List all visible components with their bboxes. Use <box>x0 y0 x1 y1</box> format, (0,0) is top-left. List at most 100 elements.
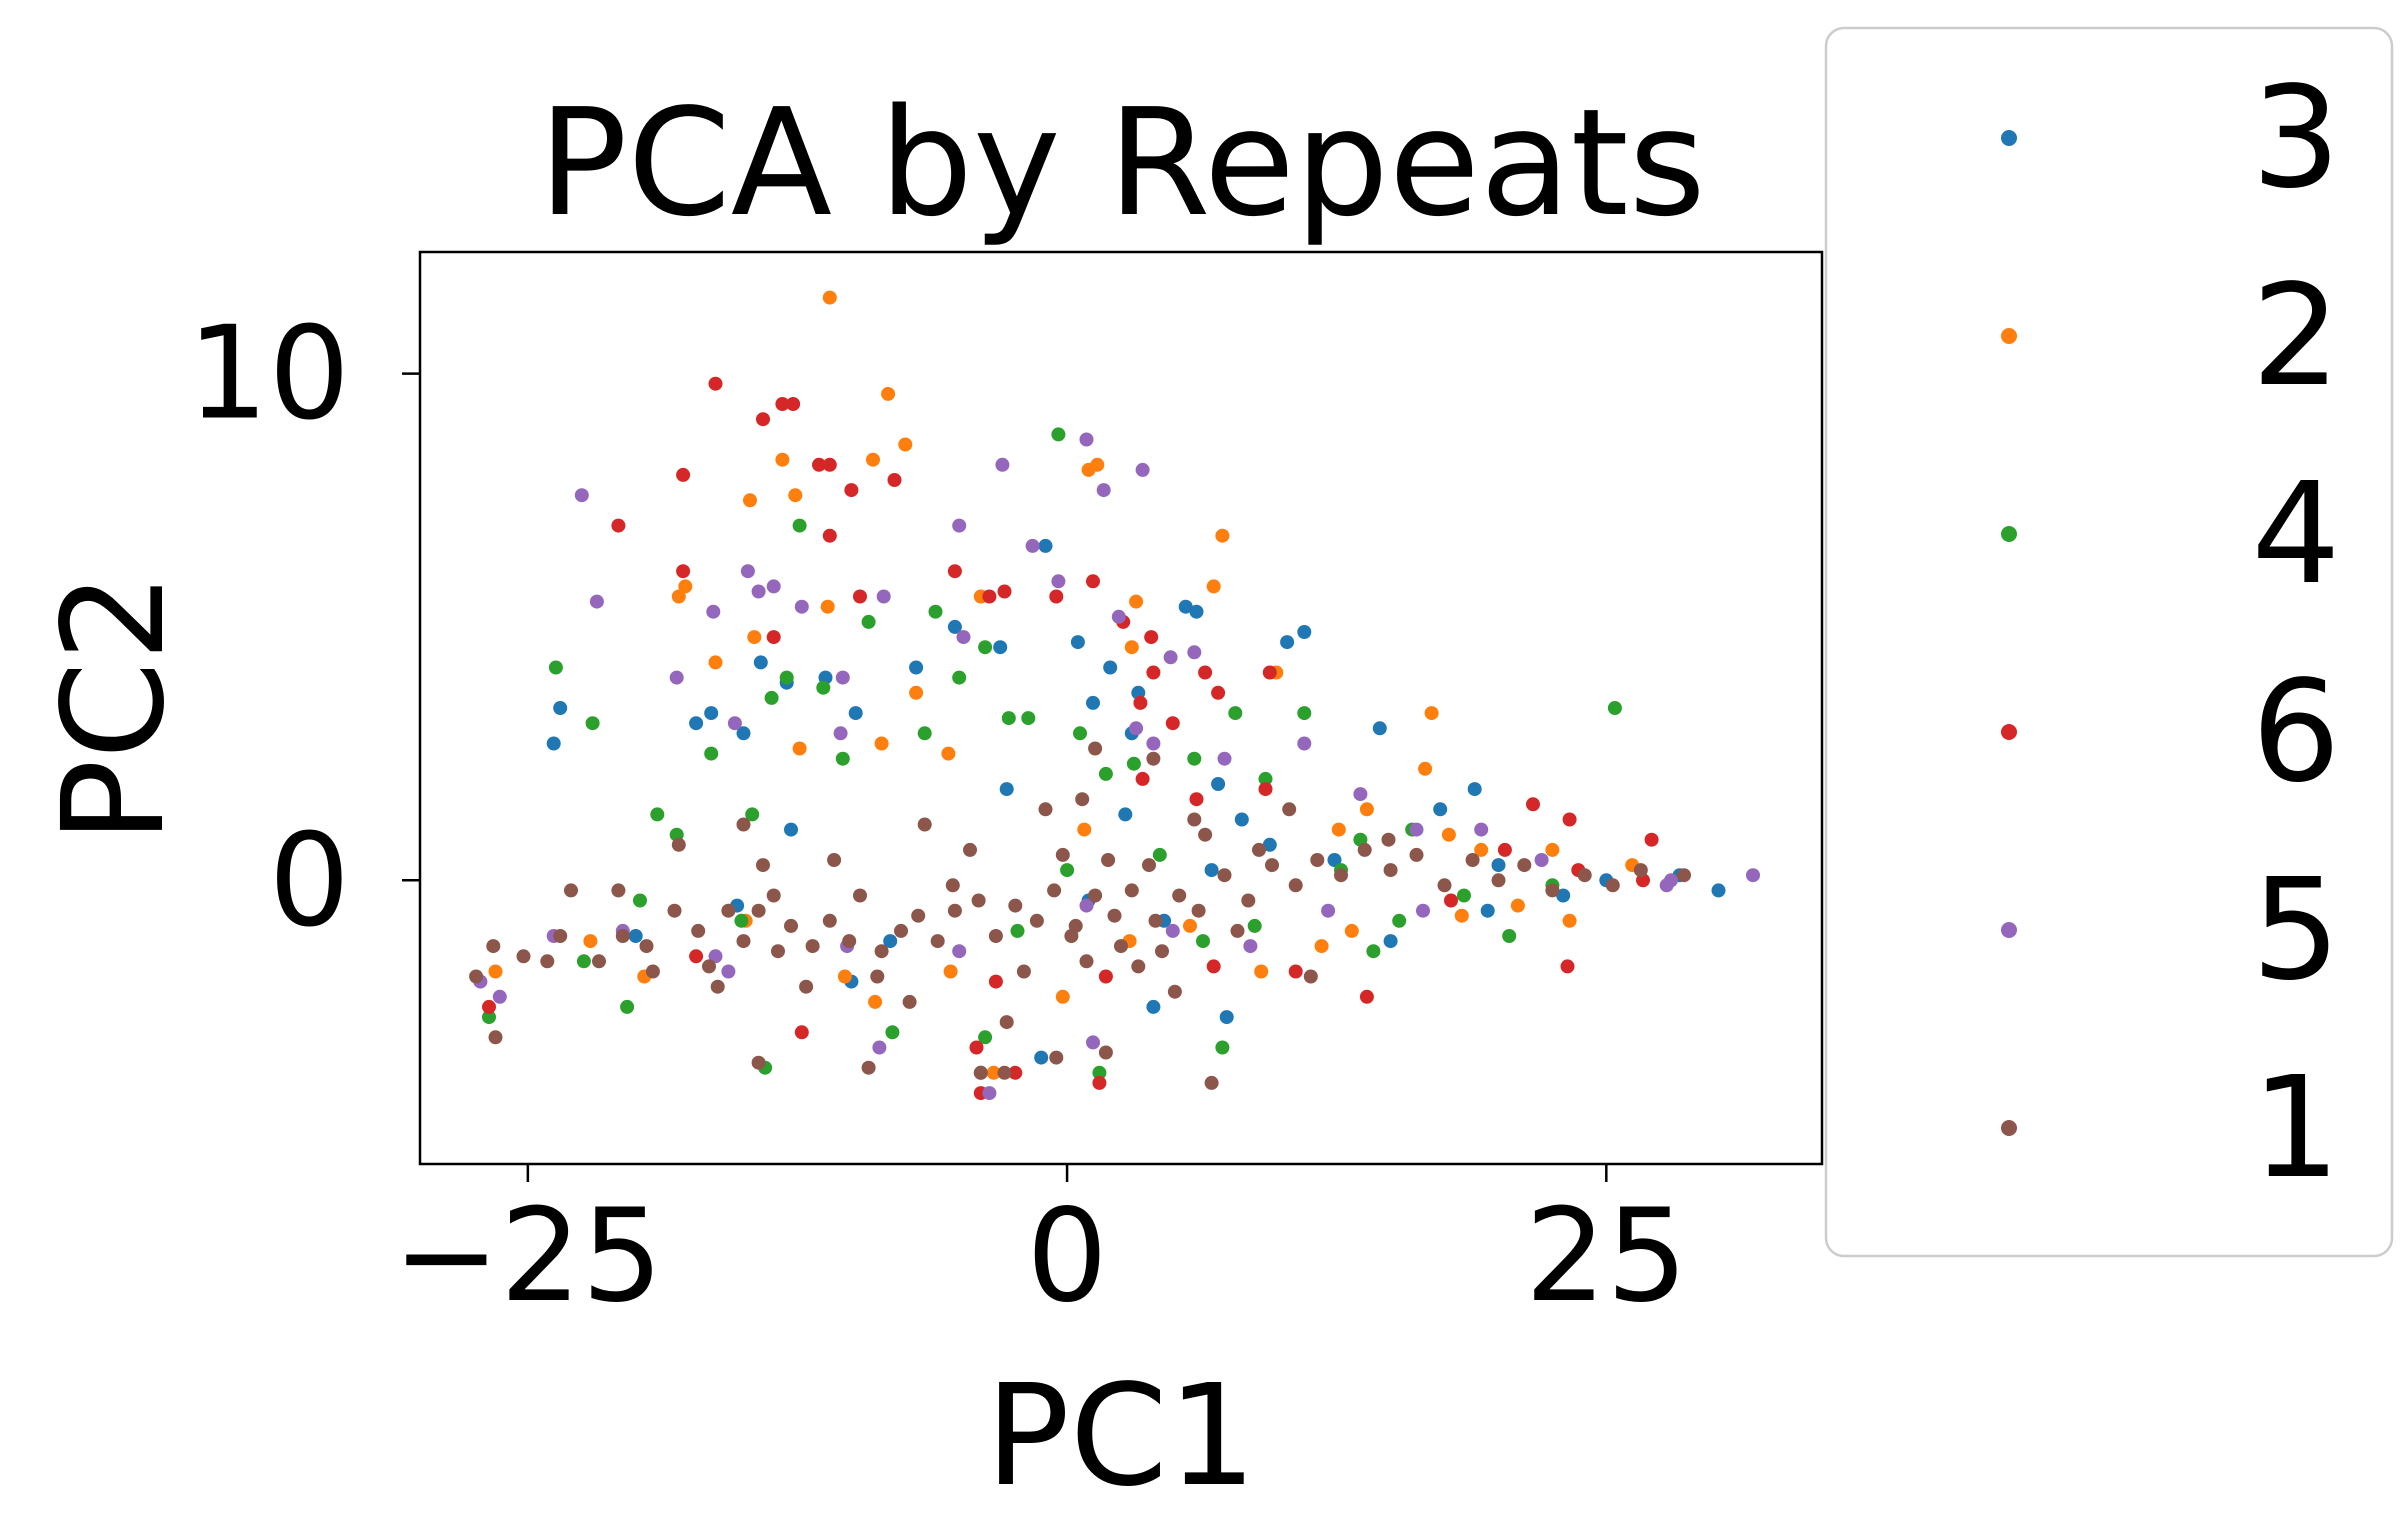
point-series-2 <box>881 386 896 401</box>
x-tick-label: 0 <box>1026 1182 1107 1331</box>
point-series-1 <box>1114 939 1128 954</box>
point-series-1 <box>1288 878 1303 893</box>
y-axis-label: PC2 <box>33 572 196 843</box>
legend-label: 3 <box>2251 57 2340 220</box>
legend-marker <box>2001 724 2017 740</box>
point-series-3 <box>1204 863 1219 878</box>
series-6 <box>482 376 1659 1101</box>
legend-label: 5 <box>2251 849 2340 1012</box>
point-series-1 <box>488 1030 503 1045</box>
x-tick-label: 25 <box>1525 1182 1688 1331</box>
point-series-3 <box>1219 1010 1234 1025</box>
point-series-1 <box>911 908 926 923</box>
point-series-5 <box>1534 853 1549 867</box>
point-series-2 <box>1077 822 1092 837</box>
point-series-1 <box>667 903 682 918</box>
point-series-5 <box>1163 650 1178 665</box>
point-series-6 <box>887 473 902 487</box>
point-series-2 <box>1215 528 1230 543</box>
point-series-1 <box>1088 741 1103 756</box>
point-series-3 <box>1189 604 1204 619</box>
legend: 3 2 4 6 5 1 <box>1824 26 2394 1258</box>
point-series-5 <box>1416 903 1430 918</box>
point-series-3 <box>909 660 924 675</box>
point-series-1 <box>1383 863 1398 878</box>
point-series-1 <box>1055 847 1070 862</box>
point-series-6 <box>676 564 691 579</box>
point-series-5 <box>1129 721 1144 736</box>
point-series-3 <box>1491 858 1506 873</box>
point-series-2 <box>941 746 956 761</box>
point-series-4 <box>1152 847 1167 862</box>
point-series-6 <box>844 483 859 498</box>
point-series-5 <box>1297 736 1312 751</box>
legend-item-2: 2 <box>2001 255 2341 418</box>
point-series-5 <box>1096 483 1111 498</box>
point-series-6 <box>1560 959 1575 974</box>
point-series-5 <box>1409 822 1424 837</box>
point-series-3 <box>1556 888 1571 903</box>
point-series-4 <box>1502 929 1517 943</box>
point-series-3 <box>1178 599 1193 614</box>
point-series-1 <box>691 923 706 938</box>
point-series-1 <box>592 954 606 969</box>
legend-label: 4 <box>2251 453 2340 616</box>
point-series-4 <box>861 614 876 629</box>
point-series-6 <box>1526 797 1540 812</box>
point-series-2 <box>1424 706 1439 721</box>
point-series-1 <box>1491 873 1506 888</box>
point-series-5 <box>833 726 848 741</box>
point-series-4 <box>764 690 779 705</box>
point-series-1 <box>1016 964 1031 979</box>
point-series-4 <box>734 913 749 928</box>
point-series-4 <box>1258 771 1273 786</box>
point-series-1 <box>1677 868 1691 883</box>
point-series-2 <box>874 736 889 751</box>
point-series-6 <box>1444 893 1458 908</box>
y-tick-label: 0 <box>269 806 350 955</box>
point-series-1 <box>756 858 770 873</box>
point-series-1 <box>1148 913 1163 928</box>
point-series-1 <box>771 944 785 959</box>
point-series-1 <box>1198 827 1213 842</box>
point-series-2 <box>909 685 924 700</box>
point-series-1 <box>963 842 977 857</box>
series-3 <box>546 538 1726 1080</box>
point-series-1 <box>1265 858 1279 873</box>
legend-frame <box>1824 26 2394 1258</box>
point-series-3 <box>553 701 568 715</box>
point-series-1 <box>1357 842 1372 857</box>
point-series-1 <box>999 1015 1014 1030</box>
point-series-3 <box>993 640 1008 655</box>
point-series-4 <box>952 670 967 685</box>
point-series-3 <box>1146 999 1161 1014</box>
point-series-3 <box>1070 635 1085 650</box>
y-tick-label: 10 <box>187 300 350 449</box>
point-series-1 <box>1075 792 1090 807</box>
point-series-3 <box>1467 782 1482 797</box>
point-series-6 <box>676 467 691 482</box>
point-series-5 <box>1146 736 1161 751</box>
point-series-1 <box>1088 888 1103 903</box>
point-series-4 <box>978 1030 993 1045</box>
point-series-1 <box>1047 883 1062 898</box>
point-series-5 <box>872 1040 887 1055</box>
point-series-1 <box>1187 812 1202 827</box>
point-series-6 <box>482 999 496 1014</box>
point-series-3 <box>704 706 719 721</box>
point-series-6 <box>1562 812 1577 827</box>
point-series-4 <box>1060 863 1075 878</box>
point-series-1 <box>1064 929 1079 943</box>
legend-item-6: 6 <box>2001 651 2341 814</box>
point-series-4 <box>1247 918 1262 933</box>
point-series-3 <box>1711 883 1726 898</box>
point-series-1 <box>1167 984 1182 999</box>
point-series-2 <box>1562 913 1577 928</box>
point-series-4 <box>1021 711 1036 726</box>
point-series-1 <box>671 837 686 852</box>
point-series-5 <box>1079 898 1094 913</box>
point-series-5 <box>794 599 809 614</box>
point-series-4 <box>576 954 591 969</box>
point-series-1 <box>894 923 908 938</box>
point-series-6 <box>766 630 781 645</box>
